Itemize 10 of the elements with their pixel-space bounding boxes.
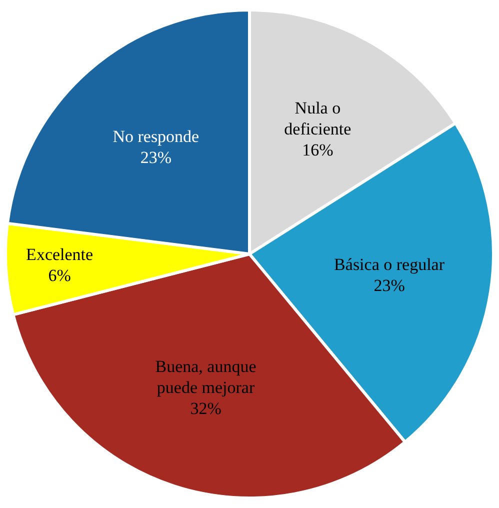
data-label: 16% xyxy=(302,140,334,160)
slice-label: Buena, aunque puede mejorar xyxy=(155,357,256,398)
slice-label: No responde xyxy=(112,126,200,146)
data-label: 23% xyxy=(374,276,405,296)
data-label: 32% xyxy=(190,399,222,418)
data-label: 6% xyxy=(48,266,71,285)
slice-label: Nula o deficiente xyxy=(284,98,352,138)
data-label: 23% xyxy=(140,148,172,167)
slice-label: Excelente xyxy=(26,244,94,264)
slice-label: Básica o regular xyxy=(334,255,445,274)
